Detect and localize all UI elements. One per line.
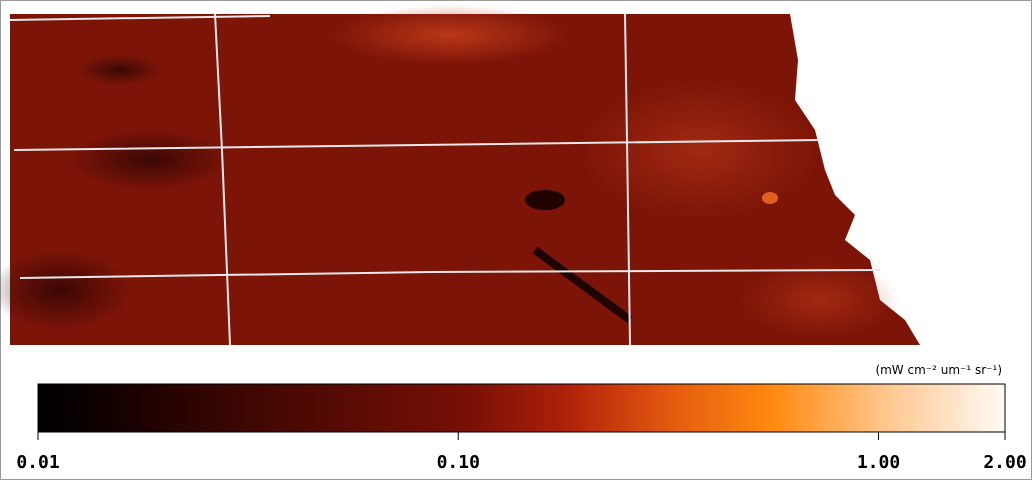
tick-label: 1.00 (857, 452, 900, 473)
satellite-image (0, 5, 1030, 346)
tick-label: 0.10 (437, 452, 480, 473)
tick-label: 2.00 (983, 452, 1026, 473)
tick-label: 0.01 (16, 452, 59, 473)
colorbar-unit: (mW cm⁻² um⁻¹ sr⁻¹) (875, 363, 1002, 377)
colorbar (37, 383, 1006, 433)
colorbar-ticks: 0.01 0.10 1.00 2.00 (16, 432, 1027, 473)
